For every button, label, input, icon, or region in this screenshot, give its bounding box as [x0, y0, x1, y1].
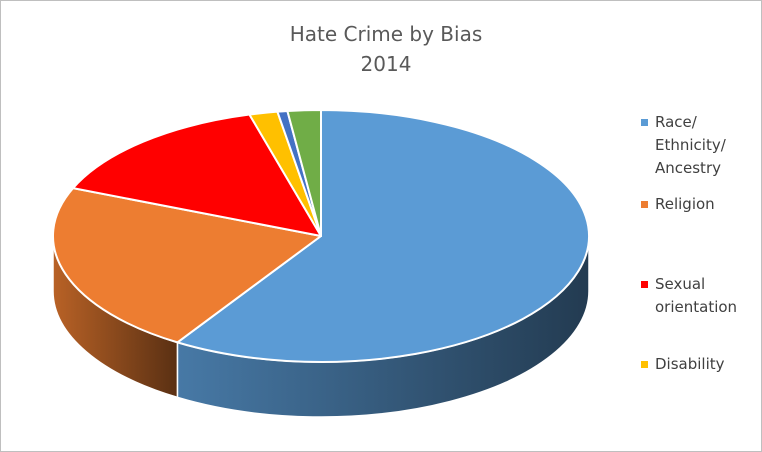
- chart-title: Hate Crime by Bias: [289, 22, 483, 46]
- legend-label: Religion: [655, 193, 761, 216]
- legend-swatch: [641, 281, 648, 288]
- legend-swatch: [641, 119, 648, 126]
- legend-label-line: Ethnicity/: [655, 136, 726, 154]
- legend-swatch: [641, 361, 648, 368]
- pie-slice-0: [176, 109, 590, 363]
- chart-title-block: Hate Crime by Bias 2014: [1, 19, 762, 79]
- pie-slice-2: [72, 113, 322, 237]
- legend-label-line: Religion: [655, 195, 715, 213]
- legend-label-line: Ancestry: [655, 159, 721, 177]
- legend-label: Sexual orientation: [655, 273, 761, 319]
- legend-label-line: Disability: [655, 355, 725, 373]
- pie-slice-5: [286, 109, 322, 237]
- legend-label-line: orientation: [655, 298, 738, 316]
- legend-label: Disability: [655, 353, 761, 376]
- legend-label-line: Race/: [655, 113, 697, 131]
- pie-slice-1: [52, 187, 322, 344]
- chart-subtitle: 2014: [360, 52, 412, 76]
- legend-label-line: Sexual: [655, 275, 706, 293]
- legend-swatch: [641, 201, 648, 208]
- legend-label: Race/Ethnicity/Ancestry: [655, 111, 761, 180]
